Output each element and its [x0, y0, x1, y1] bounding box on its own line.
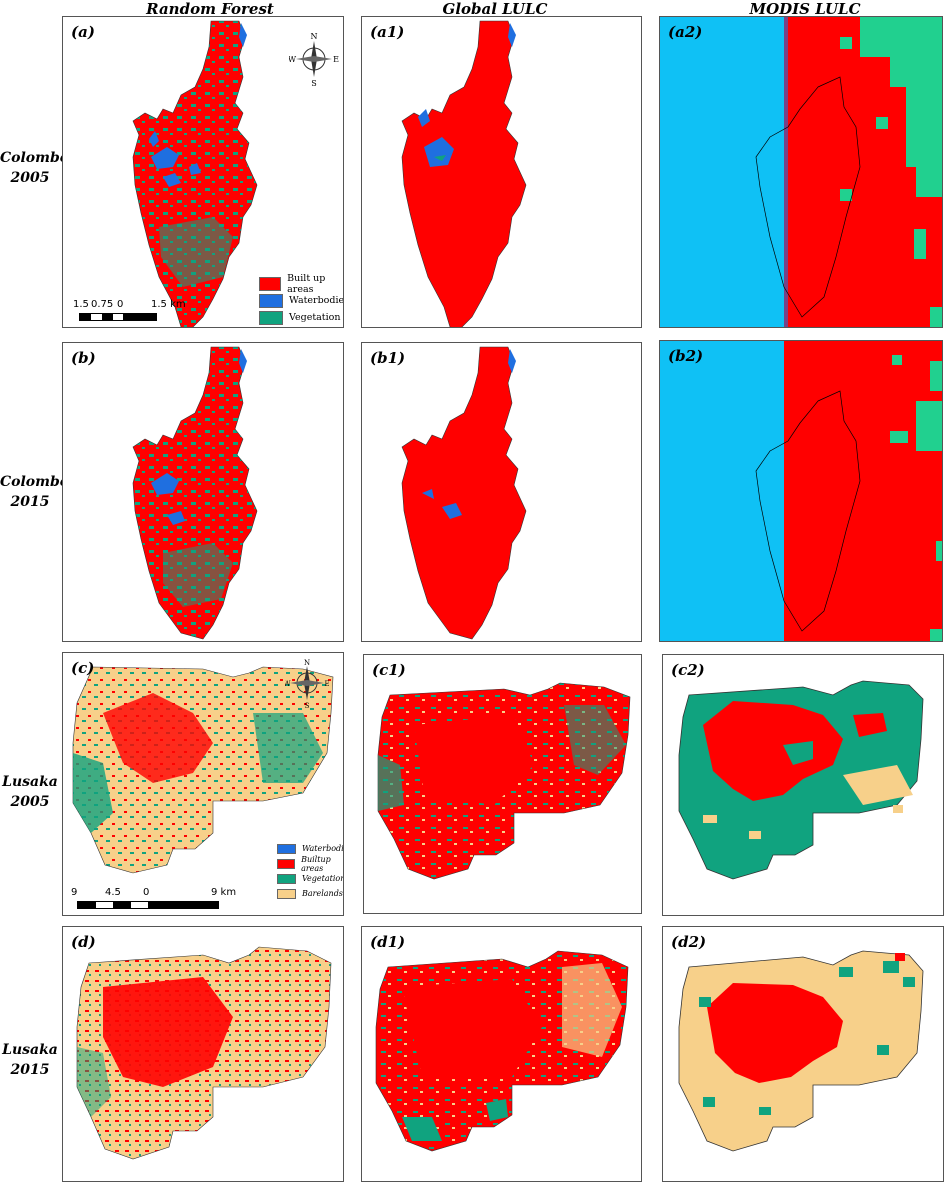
panel-tag-c2: (c2)	[671, 661, 705, 679]
lusaka-global-2005-map	[377, 682, 631, 880]
panel-tag-d1: (d1)	[370, 933, 406, 951]
map-panel-d1: (d1)	[361, 926, 642, 1182]
scale-bar-colombo: 1.5 0.75 0 1.5 km	[73, 299, 186, 321]
panel-tag-a: (a)	[71, 23, 95, 41]
map-panel-c2: (c2)	[662, 654, 944, 916]
panel-tag-c1: (c1)	[372, 661, 406, 679]
legend-item-water: Waterbodies	[259, 292, 343, 309]
lusaka-global-2015-map	[375, 950, 629, 1152]
legend-colombo: Built up areas Waterbodies Vegetation	[259, 273, 343, 326]
panel-tag-b1: (b1)	[370, 349, 406, 367]
row-label-colombo-2005: Colombo 2005	[0, 150, 70, 186]
column-header-random-forest: Random Forest	[146, 0, 274, 18]
north-arrow-icon: N S E W	[285, 659, 329, 709]
map-panel-b2: (b2)	[659, 340, 943, 642]
panel-tag-c: (c)	[71, 659, 95, 677]
lusaka-modis-2005-map	[678, 680, 924, 880]
map-panel-c1: (c1)	[363, 654, 642, 914]
legend-lusaka: Waterbodies Builtup areas Vegetation Bar…	[277, 841, 343, 901]
legend-item-builtup: Built up areas	[259, 273, 343, 295]
row-label-lusaka-2015: Lusaka 2015	[2, 1042, 58, 1078]
map-panel-d2: (d2)	[662, 926, 944, 1182]
colombo-rf-2005-map	[132, 20, 258, 327]
svg-text:N: N	[311, 32, 318, 41]
colombo-modis-2015-map	[660, 341, 942, 641]
scale-bar-lusaka: 9 4.5 0 9 km	[71, 887, 271, 909]
svg-text:E: E	[324, 680, 329, 688]
row-label-lusaka-2005: Lusaka 2005	[2, 774, 58, 810]
map-panel-c: (c) N S E W Waterbodies Builtup areas Ve…	[62, 652, 344, 916]
legend-item-builtup: Builtup areas	[277, 855, 343, 873]
colombo-global-2015-map	[401, 346, 527, 640]
svg-text:S: S	[305, 702, 310, 709]
legend-item-veg: Vegetation	[259, 309, 343, 326]
map-panel-a: (a) N S E W Built up areas Waterbodies V…	[62, 16, 344, 328]
map-panel-b: (b)	[62, 342, 344, 642]
map-panel-a2: (a2)	[659, 16, 943, 328]
lusaka-rf-2005-map	[72, 666, 334, 874]
svg-text:N: N	[304, 659, 310, 667]
row-label-colombo-2015: Colombo 2015	[0, 474, 70, 510]
legend-item-bare: Barelands	[277, 886, 343, 901]
map-panel-d: (d)	[62, 926, 344, 1182]
north-arrow-icon: N S E W	[289, 32, 339, 87]
svg-text:W: W	[289, 55, 297, 64]
panel-tag-a1: (a1)	[370, 23, 405, 41]
panel-tag-b: (b)	[71, 349, 96, 367]
column-header-modis-lulc: MODIS LULC	[749, 0, 861, 18]
colombo-rf-2015-map	[132, 346, 258, 640]
lusaka-rf-2015-map	[76, 946, 332, 1160]
panel-tag-a2: (a2)	[668, 23, 703, 41]
panel-tag-d2: (d2)	[671, 933, 707, 951]
legend-item-veg: Vegetation	[277, 871, 343, 886]
svg-text:E: E	[333, 55, 339, 64]
colombo-modis-2005-map	[660, 17, 942, 327]
svg-text:S: S	[311, 79, 316, 87]
panel-tag-b2: (b2)	[668, 347, 704, 365]
legend-item-water: Waterbodies	[277, 841, 343, 856]
column-header-global-lulc: Global LULC	[442, 0, 548, 18]
svg-text:W: W	[285, 680, 291, 688]
lusaka-modis-2015-map	[678, 950, 924, 1152]
colombo-global-2005-map	[401, 20, 527, 327]
panel-tag-d: (d)	[71, 933, 96, 951]
map-panel-b1: (b1)	[361, 342, 642, 642]
map-panel-a1: (a1)	[361, 16, 642, 328]
